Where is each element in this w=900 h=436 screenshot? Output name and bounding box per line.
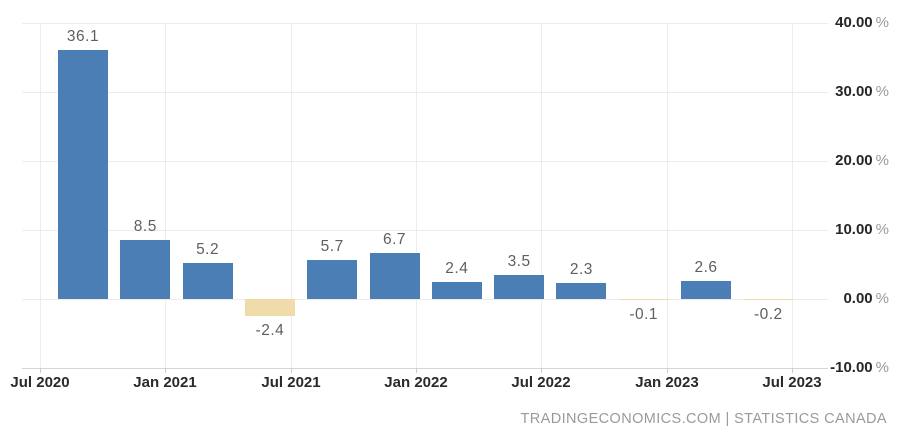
bar-value-label-jul-2021: 5.7 xyxy=(320,237,344,255)
y-tick-value: 20.00 xyxy=(835,152,873,169)
bar-value-label-oct-2022: -0.1 xyxy=(629,306,659,323)
x-axis-label-jul-2023: Jul 2023 xyxy=(762,374,822,391)
x-tick-mark xyxy=(165,368,166,373)
horizontal-gridline xyxy=(22,299,828,300)
bar-apr-2023[interactable] xyxy=(743,299,794,301)
percent-suffix: % xyxy=(875,83,889,100)
percent-suffix: % xyxy=(875,359,889,376)
bar-jul-2020[interactable] xyxy=(58,49,108,299)
y-axis-label: 40.00% xyxy=(835,14,889,32)
percent-suffix: % xyxy=(875,14,889,31)
bar-value-label-jan-2021: 5.2 xyxy=(196,241,220,259)
vertical-gridline xyxy=(792,23,793,368)
bar-value-label-apr-2022: 3.5 xyxy=(507,252,531,270)
bar-value-label-oct-2020: 8.5 xyxy=(133,218,157,236)
bar-jan-2021[interactable] xyxy=(182,263,233,299)
y-tick-value: 0.00 xyxy=(843,290,873,307)
bar-oct-2021[interactable] xyxy=(369,252,420,299)
x-axis-label-jan-2021: Jan 2021 xyxy=(133,374,197,391)
bar-value-label-jul-2022: 2.3 xyxy=(569,261,593,279)
bar-jan-2022[interactable] xyxy=(431,282,482,299)
x-axis-label-jul-2021: Jul 2021 xyxy=(261,374,321,391)
bar-apr-2022[interactable] xyxy=(494,274,545,300)
horizontal-gridline xyxy=(22,230,828,231)
x-axis-label-jul-2020: Jul 2020 xyxy=(10,374,70,391)
x-axis-label-jan-2022: Jan 2022 xyxy=(384,374,448,391)
bar-value-label-jul-2020: 36.1 xyxy=(66,27,100,45)
bar-value-label-jan-2023: 2.6 xyxy=(694,259,718,277)
source-attribution: TRADINGECONOMICS.COM | STATISTICS CANADA xyxy=(520,411,887,427)
horizontal-gridline xyxy=(22,161,828,162)
vertical-gridline xyxy=(416,23,417,368)
bar-jul-2022[interactable] xyxy=(556,283,607,299)
vertical-gridline xyxy=(667,23,668,368)
percent-suffix: % xyxy=(875,152,889,169)
bar-oct-2022[interactable] xyxy=(618,299,669,300)
y-axis-label: 30.00% xyxy=(835,83,889,101)
bar-jan-2023[interactable] xyxy=(681,281,731,299)
bar-value-label-apr-2021: -2.4 xyxy=(255,321,285,339)
y-tick-value: -10.00 xyxy=(830,359,873,376)
vertical-gridline xyxy=(165,23,166,368)
bar-apr-2021[interactable] xyxy=(244,299,295,316)
bar-jul-2021[interactable] xyxy=(307,259,358,299)
percent-suffix: % xyxy=(875,221,889,238)
bar-value-label-apr-2023: -0.2 xyxy=(753,306,783,324)
x-tick-mark xyxy=(541,368,542,373)
y-tick-value: 40.00 xyxy=(835,14,873,31)
x-tick-mark xyxy=(792,368,793,373)
y-axis-label: 20.00% xyxy=(835,152,889,170)
x-tick-mark xyxy=(40,368,41,373)
y-axis-label: -10.00% xyxy=(830,359,889,377)
bar-oct-2020[interactable] xyxy=(120,240,171,299)
x-axis-label-jul-2022: Jul 2022 xyxy=(511,374,571,391)
bar-value-label-jan-2022: 2.4 xyxy=(445,260,469,278)
y-tick-value: 30.00 xyxy=(835,83,873,100)
horizontal-gridline xyxy=(22,23,828,24)
horizontal-gridline xyxy=(22,92,828,93)
x-axis-line xyxy=(22,368,828,369)
x-tick-mark xyxy=(291,368,292,373)
percent-suffix: % xyxy=(875,290,889,307)
x-tick-mark xyxy=(416,368,417,373)
vertical-gridline xyxy=(40,23,41,368)
vertical-gridline xyxy=(291,23,292,368)
x-axis-label-jan-2023: Jan 2023 xyxy=(635,374,699,391)
vertical-gridline xyxy=(541,23,542,368)
y-tick-value: 10.00 xyxy=(835,221,873,238)
y-axis-label: 0.00% xyxy=(843,290,889,308)
x-tick-mark xyxy=(667,368,668,373)
bar-value-label-oct-2021: 6.7 xyxy=(382,230,407,248)
y-axis-label: 10.00% xyxy=(835,221,889,239)
